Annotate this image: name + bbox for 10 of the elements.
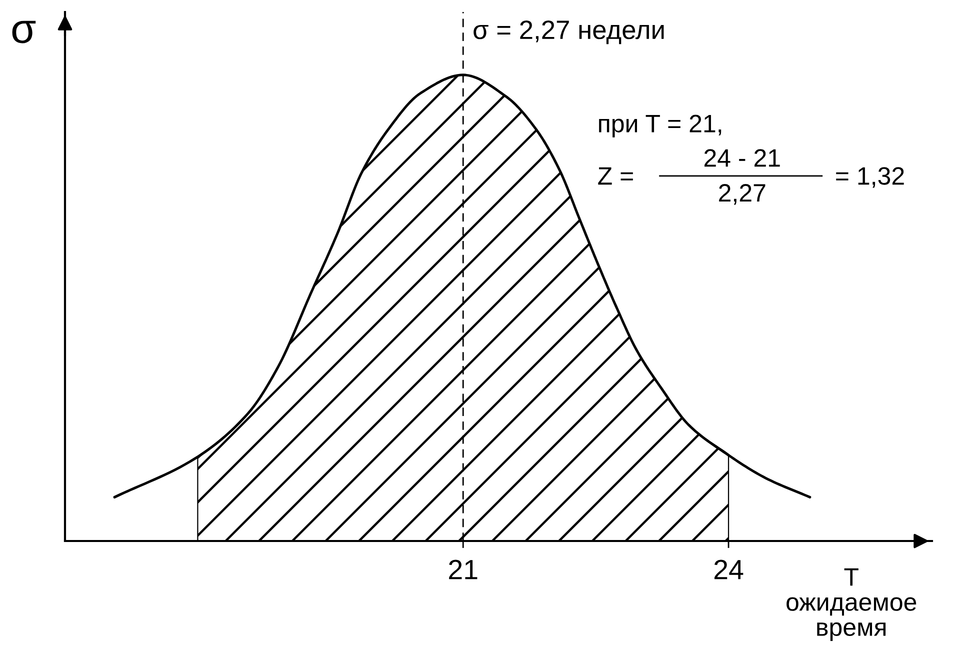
x-axis-title: T ожидаемое время: [786, 568, 916, 641]
annotation: Z =: [598, 167, 633, 185]
x-tick-label: 24: [714, 560, 744, 580]
annotation: при T = 21,: [599, 114, 722, 138]
annotation: 2,27: [719, 184, 766, 205]
x-tick-label: 21: [449, 560, 478, 580]
annotation: = 1,32: [836, 167, 904, 188]
text: σ = 2,27 недели: [474, 20, 664, 44]
annotation: 24 - 21: [704, 149, 780, 167]
y-axis-title: σ: [12, 20, 36, 44]
